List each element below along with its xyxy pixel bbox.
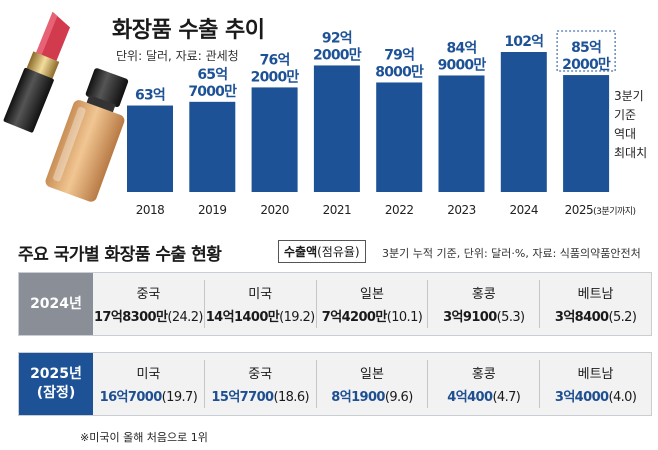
value-label: 7000만 — [188, 84, 237, 100]
country-name: 중국 — [248, 367, 273, 382]
export-amount: 15억7700 — [211, 390, 274, 405]
market-share: (24.2) — [167, 310, 203, 325]
value-label: 76억 — [260, 52, 290, 68]
bar-2023 — [438, 75, 485, 192]
export-bar-chart: 63억201865억7000만201976억2000만202092억2000만2… — [3, 11, 647, 217]
x-tick-label: 2024 — [510, 203, 539, 217]
country-name: 중국 — [136, 287, 161, 302]
market-share: (5.3) — [496, 310, 525, 325]
bar-2018 — [127, 105, 173, 192]
table-row-2025: 2025년 (잠정) 미국 16억7000(19.7) 중국 15억7700(18.6… — [18, 352, 652, 416]
value-label: 63억 — [135, 88, 165, 104]
country-cell: 미국 14억1400만(19.2) — [203, 280, 316, 328]
market-share: (10.1) — [386, 310, 423, 325]
lipstick-illustration — [3, 11, 71, 133]
value-label: 9000만 — [438, 57, 487, 73]
x-tick-label: 2022 — [385, 203, 414, 217]
country-name: 홍콩 — [471, 367, 496, 382]
bar-2022 — [376, 82, 423, 192]
foundation-bottle-illustration — [45, 68, 129, 202]
value-label: 102억 — [504, 34, 543, 50]
x-tick-label: 2025(3분기까지) — [565, 203, 636, 217]
country-cell: 일본 8억1900(9.6) — [315, 360, 428, 408]
export-amount: 4억400 — [447, 390, 493, 405]
row-label: 2025년 (잠정) — [19, 353, 93, 415]
bar-2024 — [500, 52, 547, 192]
value-label: 2000만 — [313, 47, 362, 63]
export-amount: 3억9100 — [443, 310, 497, 325]
x-tick-label: 2019 — [198, 203, 227, 217]
section-title: 주요 국가별 화장품 수출 현황 — [18, 245, 222, 265]
row-label: 2024년 — [19, 273, 93, 335]
bar-2025 — [563, 75, 610, 192]
export-amount: 17억8300만 — [93, 310, 168, 325]
country-name: 미국 — [136, 367, 161, 382]
value-label: 8000만 — [375, 64, 424, 80]
country-name: 일본 — [360, 367, 384, 382]
value-label: 79억 — [384, 47, 414, 63]
country-name: 홍콩 — [471, 287, 496, 302]
record-annotation: 기준 — [614, 108, 636, 122]
value-label: 2000만 — [562, 57, 611, 73]
value-label: 85억 — [571, 40, 601, 56]
footnote: ※미국이 올해 처음으로 1위 — [80, 431, 208, 444]
market-share: (9.6) — [384, 390, 413, 405]
export-amount: 16억7000 — [99, 390, 163, 405]
export-amount: 3억4000 — [554, 390, 609, 405]
export-amount: 7억4200만 — [321, 310, 388, 325]
x-tick-label: 2020 — [260, 203, 289, 217]
country-cell: 홍콩 3억9100(5.3) — [427, 280, 539, 328]
market-share: (19.7) — [161, 390, 198, 405]
market-share: (18.6) — [273, 390, 309, 405]
record-annotation: 3분기 — [614, 89, 644, 103]
country-cell: 중국 17억8300만(24.2) — [93, 280, 204, 328]
x-tick-label: 2023 — [447, 203, 476, 217]
country-cell: 베트남 3억4000(4.0) — [539, 360, 651, 408]
country-cell: 중국 15억7700(18.6) — [203, 360, 316, 408]
value-label: 92억 — [322, 30, 352, 46]
legend-main: 수출액 — [284, 245, 318, 259]
market-share: (5.2) — [608, 310, 637, 325]
legend-box: 수출액(점유율) — [278, 240, 366, 263]
unit-source-note: 단위: 달러, 자료: 관세청 — [116, 49, 239, 63]
bar-2019 — [189, 101, 236, 192]
country-name: 일본 — [360, 287, 384, 302]
section-note: 3분기 누적 기준, 단위: 달러·%, 자료: 식품의약품안전처 — [382, 247, 641, 260]
export-amount: 8억1900 — [331, 390, 385, 405]
market-share: (19.2) — [279, 310, 315, 325]
value-label: 2000만 — [251, 69, 300, 85]
record-annotation: 최대치 — [614, 146, 647, 160]
country-cell: 홍콩 4억400(4.7) — [427, 360, 539, 408]
value-label: 84억 — [447, 40, 477, 56]
table-row-2024: 2024년 중국 17억8300만(24.2) 미국 14억1400만(19.2) … — [18, 272, 652, 336]
export-amount: 3억8400 — [554, 310, 609, 325]
legend-sub: (점유율) — [317, 245, 360, 259]
chart-title: 화장품 수출 추이 — [112, 18, 265, 43]
market-share: (4.7) — [492, 390, 521, 405]
x-tick-label: 2021 — [323, 203, 352, 217]
highlight-box — [556, 30, 616, 72]
export-amount: 14억1400만 — [205, 310, 280, 325]
market-share: (4.0) — [608, 390, 637, 405]
country-cell: 베트남 3억8400(5.2) — [539, 280, 651, 328]
country-name: 베트남 — [577, 287, 614, 302]
record-annotation: 역대 — [614, 127, 636, 141]
x-tick-label: 2018 — [136, 203, 165, 217]
bar-2020 — [251, 87, 298, 192]
value-label: 65억 — [197, 67, 227, 83]
country-cell: 일본 7억4200만(10.1) — [315, 280, 428, 328]
country-cell: 미국 16억7000(19.7) — [93, 360, 204, 408]
bar-2021 — [313, 65, 360, 192]
country-name: 베트남 — [577, 367, 614, 382]
country-name: 미국 — [248, 287, 273, 302]
